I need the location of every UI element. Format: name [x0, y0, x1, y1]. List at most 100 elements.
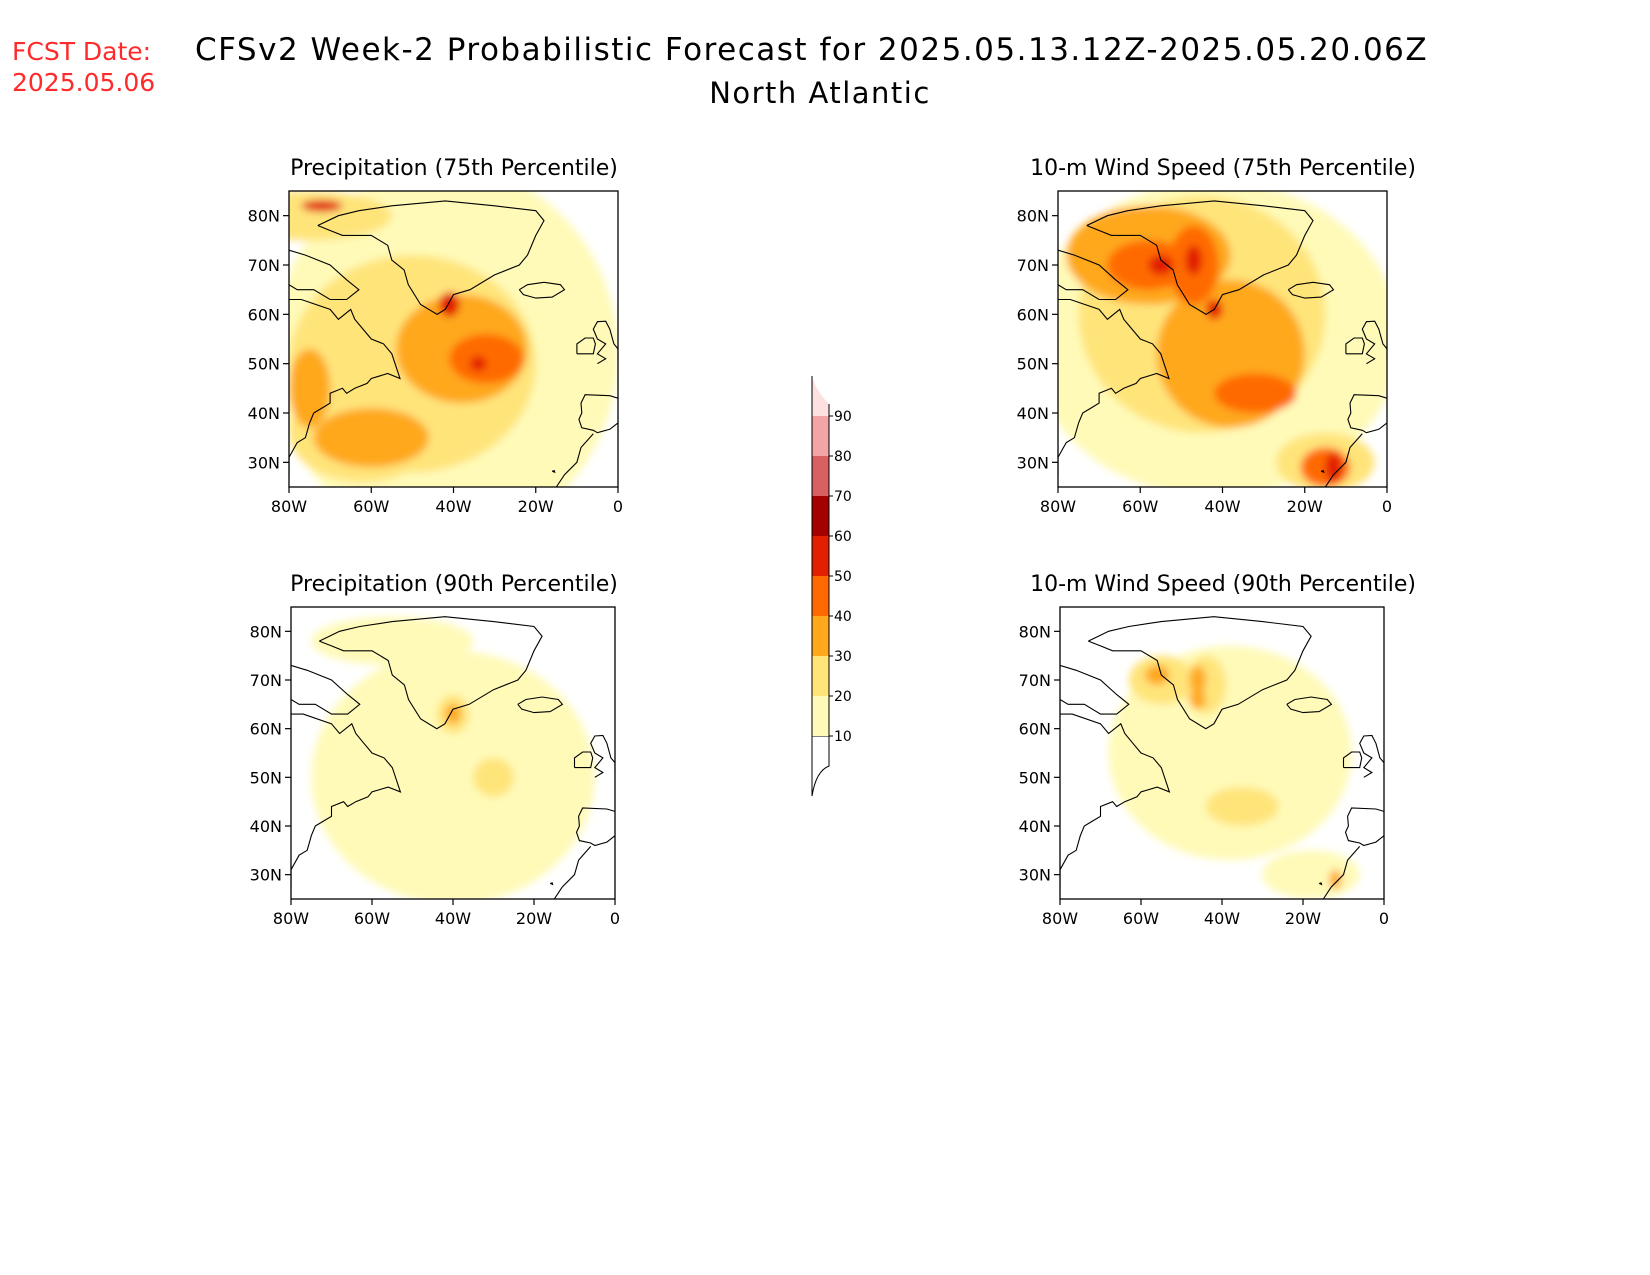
colorbar-segment-40	[812, 576, 829, 616]
coastline	[1086, 200, 1314, 315]
probability-contour-50	[1325, 452, 1342, 483]
coastline	[555, 433, 594, 487]
coastline	[289, 298, 401, 478]
probability-contour-40	[449, 334, 524, 384]
coastline	[319, 616, 543, 730]
coastline	[1058, 298, 1170, 478]
lat-tick-label: 60N	[250, 720, 282, 739]
colorbar-label: 40	[834, 609, 852, 625]
lon-tick-label: 0	[1379, 909, 1389, 928]
probability-contour-40	[1107, 240, 1190, 290]
fcst-date-value: 2025.05.06	[12, 68, 156, 97]
colorbar-lower-tail	[811, 735, 830, 797]
coastline	[1320, 470, 1325, 474]
colorbar-label: 70	[834, 489, 852, 505]
colorbar-label: 50	[834, 569, 852, 585]
lat-tick-label: 50N	[1017, 355, 1049, 374]
lon-tick-label: 0	[613, 497, 623, 516]
colorbar-segment-50	[812, 536, 829, 576]
lat-tick-label: 30N	[1019, 866, 1051, 885]
panel-title: Precipitation (75th Percentile)	[290, 156, 618, 181]
probability-contour-10	[311, 650, 595, 899]
forecast-date-label: FCST Date: 2025.05.06	[12, 36, 155, 98]
lon-tick-label: 20W	[1285, 909, 1321, 928]
coastline	[517, 696, 564, 714]
colorbar-label: 90	[834, 409, 852, 425]
probability-contour-50	[469, 356, 487, 372]
coastline	[1060, 713, 1171, 890]
coastline	[590, 734, 615, 778]
lon-tick-label: 60W	[1123, 909, 1159, 928]
colorbar-segment-80	[812, 416, 829, 456]
lon-tick-label: 40W	[1204, 497, 1240, 516]
panel-wind-90: 10-m Wind Speed (90th Percentile) 80W 60W…	[1019, 572, 1416, 928]
lat-tick-label: 50N	[250, 768, 282, 787]
lat-tick-label: 40N	[1017, 404, 1049, 423]
coastline	[1345, 337, 1365, 355]
lon-tick-label: 40W	[435, 909, 471, 928]
lat-tick-label: 50N	[248, 355, 280, 374]
lon-tick-label: 0	[610, 909, 620, 928]
colorbar-label: 60	[834, 529, 852, 545]
coastline	[576, 337, 596, 355]
coastline	[553, 846, 592, 899]
coastline	[1287, 281, 1335, 299]
colorbar-segment-70	[812, 456, 829, 496]
lon-tick-label: 0	[1382, 497, 1392, 516]
coastline	[1322, 846, 1361, 899]
colorbar-label: 10	[834, 729, 852, 745]
panel-title: 10-m Wind Speed (75th Percentile)	[1030, 156, 1416, 181]
lat-tick-label: 40N	[250, 817, 282, 836]
coastline	[1058, 249, 1129, 301]
probability-contour-30	[313, 408, 429, 468]
coastline	[1286, 696, 1333, 714]
lat-tick-label: 70N	[250, 671, 282, 690]
lat-tick-label: 80N	[248, 207, 280, 226]
panel-precip-75: Precipitation (75th Percentile) 80W 60W 40…	[248, 156, 623, 516]
lat-tick-label: 40N	[1019, 817, 1051, 836]
probability-contour-30	[444, 704, 462, 724]
lon-tick-label: 40W	[1204, 909, 1240, 928]
coastline	[289, 249, 360, 301]
lon-tick-label: 20W	[516, 909, 552, 928]
probability-contour-20	[473, 757, 514, 797]
colorbar-segment-30	[812, 616, 829, 656]
probability-contour-40	[1214, 373, 1297, 413]
fcst-date-caption: FCST Date:	[12, 37, 152, 66]
colorbar: 10 20 30 40 50 60 70 80 90	[811, 376, 852, 797]
probability-contour-40	[1300, 447, 1350, 487]
page-title: CFSv2 Week-2 Probabilistic Forecast for …	[195, 32, 1429, 68]
lon-tick-label: 80W	[1040, 497, 1076, 516]
probability-contour-50	[1148, 255, 1174, 275]
probability-contour-20	[1205, 787, 1279, 826]
coastline	[1347, 394, 1387, 434]
lat-tick-label: 70N	[248, 256, 280, 275]
lat-tick-label: 80N	[1017, 207, 1049, 226]
coastline	[573, 751, 594, 769]
lon-tick-label: 80W	[273, 909, 309, 928]
panel-title: Precipitation (90th Percentile)	[290, 572, 618, 597]
lon-tick-label: 60W	[1122, 497, 1158, 516]
panel-wind-75: 10-m Wind Speed (75th Percentile) 80W 60W…	[1017, 156, 1416, 516]
lat-tick-label: 40N	[248, 404, 280, 423]
probability-contour-50	[1185, 245, 1202, 275]
colorbar-upper-tail	[812, 376, 829, 416]
lat-tick-label: 70N	[1019, 671, 1051, 690]
lat-tick-label: 60N	[248, 305, 280, 324]
panel-title: 10-m Wind Speed (90th Percentile)	[1030, 572, 1416, 597]
lat-tick-label: 50N	[1019, 768, 1051, 787]
probability-contour-30	[1329, 869, 1342, 890]
lon-tick-label: 40W	[435, 497, 471, 516]
lat-tick-label: 30N	[248, 453, 280, 472]
lon-tick-label: 80W	[271, 497, 307, 516]
probability-contour-10	[311, 616, 474, 666]
colorbar-segment-20	[812, 656, 829, 696]
lat-tick-label: 80N	[1019, 622, 1051, 641]
region-subtitle: North Atlantic	[709, 76, 931, 110]
probability-contour-50	[439, 292, 460, 317]
colorbar-label: 20	[834, 689, 852, 705]
lon-tick-label: 20W	[518, 497, 554, 516]
coastline	[518, 281, 566, 299]
coastline	[1324, 433, 1363, 487]
